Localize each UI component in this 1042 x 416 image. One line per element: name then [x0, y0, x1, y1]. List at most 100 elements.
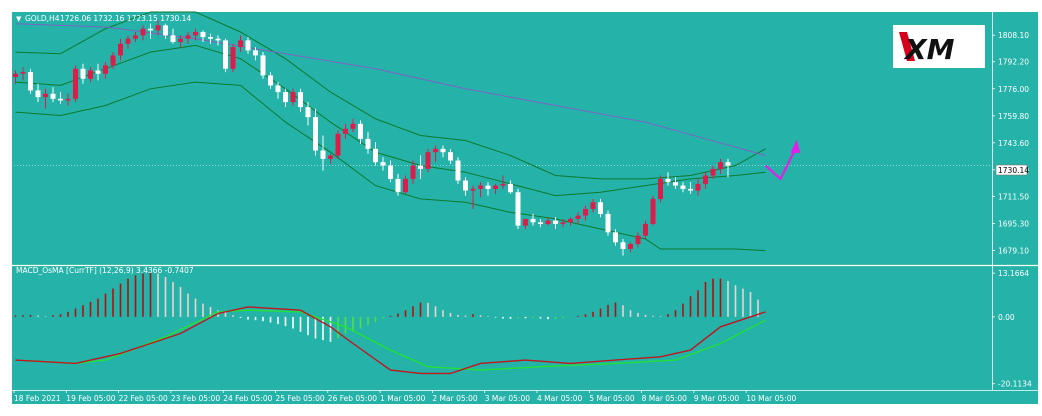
candle[interactable]: [628, 242, 633, 253]
candle[interactable]: [103, 62, 108, 79]
candle[interactable]: [403, 175, 408, 194]
candle[interactable]: [470, 185, 476, 209]
symbol-menu-icon[interactable]: ▼: [16, 15, 22, 23]
candle[interactable]: [433, 145, 438, 163]
candle[interactable]: [710, 165, 716, 179]
candle[interactable]: [268, 72, 273, 89]
candle[interactable]: [643, 220, 648, 239]
candle[interactable]: [410, 160, 416, 184]
candle[interactable]: [605, 210, 611, 236]
candle[interactable]: [290, 88, 296, 106]
candle[interactable]: [568, 217, 573, 226]
candle[interactable]: [335, 130, 341, 159]
candle[interactable]: [298, 88, 303, 113]
candle[interactable]: [455, 157, 461, 184]
candle[interactable]: [530, 213, 536, 226]
candle[interactable]: [65, 93, 71, 106]
candle[interactable]: [223, 38, 228, 73]
candle[interactable]: [598, 198, 603, 218]
candle[interactable]: [245, 37, 251, 54]
candle[interactable]: [515, 188, 521, 229]
candle[interactable]: [560, 218, 566, 228]
candle[interactable]: [283, 88, 288, 108]
candle[interactable]: [395, 173, 401, 196]
candle[interactable]: [418, 155, 423, 179]
candle[interactable]: [440, 145, 446, 158]
candle[interactable]: [163, 23, 168, 39]
candle[interactable]: [193, 28, 198, 41]
candle[interactable]: [448, 148, 453, 164]
candle[interactable]: [665, 172, 671, 186]
candle[interactable]: [125, 35, 131, 49]
candle[interactable]: [28, 68, 33, 94]
candle[interactable]: [620, 238, 626, 256]
candle[interactable]: [178, 35, 183, 48]
candle[interactable]: [590, 198, 596, 213]
candle[interactable]: [650, 195, 656, 226]
candle[interactable]: [545, 217, 551, 226]
candle[interactable]: [110, 52, 116, 69]
candle[interactable]: [200, 30, 206, 43]
candle[interactable]: [118, 38, 123, 61]
candle[interactable]: [58, 92, 63, 104]
candle[interactable]: [20, 67, 26, 81]
candle[interactable]: [80, 63, 86, 84]
candle[interactable]: [718, 158, 723, 174]
candle[interactable]: [275, 82, 281, 99]
candle[interactable]: [523, 218, 528, 229]
candle[interactable]: [658, 175, 663, 203]
candle[interactable]: [343, 123, 348, 139]
candle[interactable]: [500, 175, 506, 189]
candle[interactable]: [680, 182, 686, 193]
candle[interactable]: [553, 217, 558, 229]
candle[interactable]: [358, 120, 363, 144]
main-price-pane[interactable]: [13, 11, 992, 256]
candle-body: [208, 37, 213, 39]
candle[interactable]: [305, 102, 311, 126]
candle[interactable]: [350, 118, 356, 133]
candle[interactable]: [478, 182, 483, 198]
candle[interactable]: [703, 172, 708, 189]
candle[interactable]: [463, 177, 468, 196]
candle[interactable]: [13, 70, 18, 84]
candle[interactable]: [95, 63, 101, 81]
candle[interactable]: [388, 160, 393, 183]
candle[interactable]: [50, 87, 56, 103]
candle[interactable]: [673, 177, 678, 189]
candle[interactable]: [635, 232, 641, 248]
candle[interactable]: [613, 228, 618, 246]
candle[interactable]: [88, 67, 93, 83]
candle[interactable]: [253, 47, 258, 61]
candle[interactable]: [148, 23, 153, 39]
candle[interactable]: [508, 180, 513, 194]
candle[interactable]: [155, 20, 161, 36]
candle[interactable]: [583, 205, 588, 221]
candle[interactable]: [425, 148, 431, 173]
candle[interactable]: [313, 108, 318, 156]
candle[interactable]: [35, 83, 41, 103]
candle[interactable]: [170, 28, 176, 44]
candle[interactable]: [725, 158, 731, 178]
candle[interactable]: [575, 212, 581, 224]
candle[interactable]: [140, 25, 146, 41]
candle[interactable]: [208, 33, 213, 44]
candle[interactable]: [260, 52, 266, 79]
candle[interactable]: [215, 35, 221, 46]
candle[interactable]: [43, 88, 48, 109]
candle[interactable]: [230, 43, 236, 73]
candle[interactable]: [73, 65, 78, 103]
candle[interactable]: [485, 182, 491, 196]
candle[interactable]: [320, 135, 326, 171]
candle[interactable]: [185, 32, 191, 44]
candle[interactable]: [493, 183, 498, 194]
candle[interactable]: [380, 157, 386, 171]
candle[interactable]: [688, 182, 693, 194]
candle[interactable]: [133, 32, 138, 43]
candle[interactable]: [365, 132, 371, 154]
candle[interactable]: [328, 153, 333, 164]
macd-indicator-pane[interactable]: [14, 271, 766, 375]
candle[interactable]: [373, 142, 378, 166]
candle[interactable]: [238, 35, 243, 53]
candle[interactable]: [538, 218, 543, 228]
candle[interactable]: [695, 178, 701, 196]
